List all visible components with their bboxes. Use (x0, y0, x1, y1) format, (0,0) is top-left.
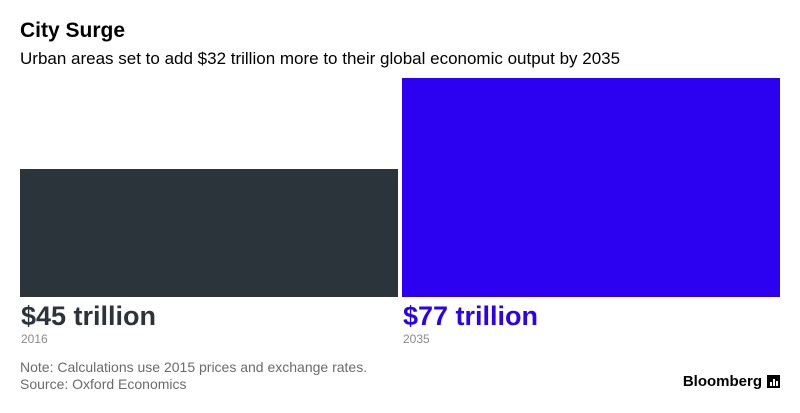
note-text: Note: Calculations use 2015 prices and e… (20, 359, 368, 375)
value-label-2035: $77 trillion (403, 301, 538, 331)
bloomberg-chart-icon (767, 375, 780, 388)
category-label-2035: 2035 (403, 332, 430, 346)
source-text: Source: Oxford Economics (20, 376, 187, 392)
chart-title: City Surge (20, 19, 126, 42)
category-label-2016: 2016 (21, 332, 48, 346)
brand-name: Bloomberg (682, 373, 762, 390)
value-label-2016: $45 trillion (21, 301, 156, 331)
chart-subtitle: Urban areas set to add $32 trillion more… (20, 49, 621, 68)
bar-2016 (20, 169, 398, 297)
bloomberg-logo: Bloomberg (683, 373, 780, 390)
chart-footnotes: Note: Calculations use 2015 prices and e… (20, 359, 367, 393)
bar-2035 (402, 78, 780, 297)
